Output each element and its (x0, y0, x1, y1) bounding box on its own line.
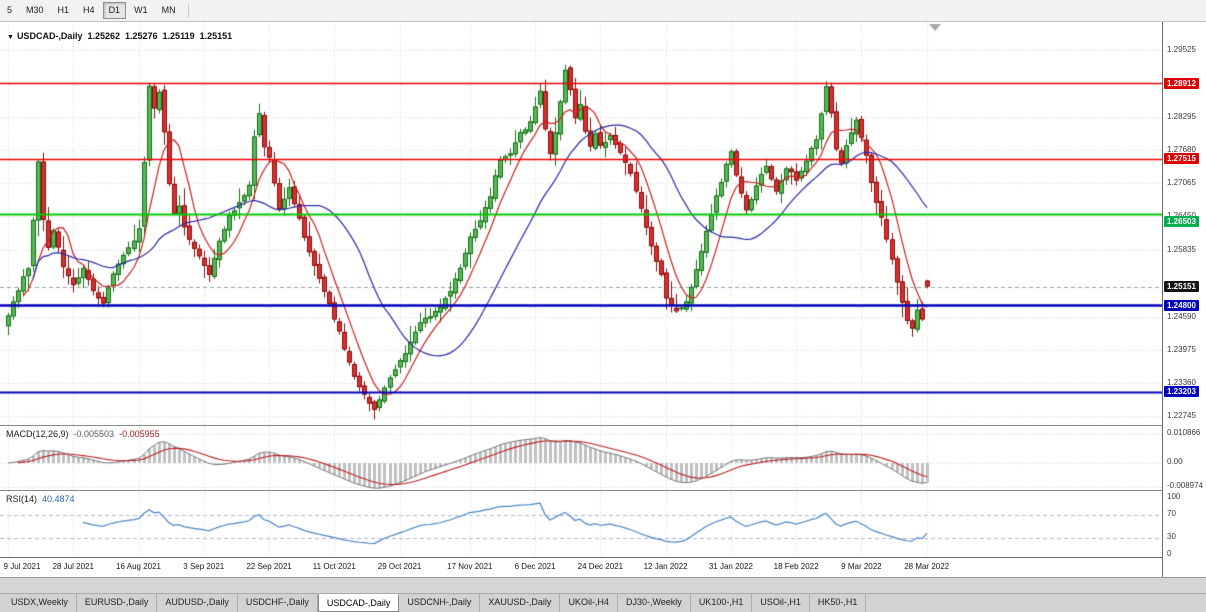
date-axis-label: 17 Nov 2021 (447, 562, 493, 571)
timeframe-toolbar: 5 M30 H1 H4 D1 W1 MN (0, 0, 1206, 22)
chart-tab-usdchf-daily[interactable]: USDCHF-,Daily (238, 594, 318, 612)
chart-tab-uk100-h1[interactable]: UK100-,H1 (691, 594, 753, 612)
date-axis-label: 9 Jul 2021 (3, 562, 41, 571)
chart-tabs: USDX,Weekly EURUSD-,Daily AUDUSD-,Daily USD… (0, 593, 1206, 612)
timeframe-button-h4[interactable]: H4 (83, 5, 95, 15)
price-axis-label: 1.27065 (1167, 178, 1196, 188)
rsi-axis-label: 100 (1167, 492, 1181, 501)
price-axis-label: 1.26450 (1167, 211, 1196, 221)
rsi-axis-label: 70 (1167, 509, 1176, 519)
chart-tab-usdcad-daily[interactable]: USDCAD-,Daily (317, 594, 400, 612)
price-axis-label: 1.27680 (1167, 144, 1196, 154)
timeframe-button-h1[interactable]: H1 (57, 5, 70, 15)
rsi-axis-label: 30 (1167, 531, 1176, 541)
rsi-axis-label: 0 (1167, 549, 1172, 558)
macd-value-main: -0.005503 (73, 429, 115, 439)
chart-symbol-header: ▼ USDCAD-,Daily 1.25262 1.25276 1.25119 1.251… (7, 31, 232, 41)
timeframe-button-m30[interactable]: M30 (26, 5, 44, 15)
macd-title: MACD(12,26,9) (6, 429, 69, 439)
macd-pane: MACD(12,26,9) -0.005503 -0.005955 (0, 425, 1162, 490)
price-axis-label: 1.22745 (1167, 411, 1196, 421)
macd-canvas[interactable] (0, 426, 1162, 490)
symbol-name: USDCAD-,Daily (16, 31, 83, 41)
date-axis-label: 6 Dec 2021 (514, 562, 556, 571)
chevron-down-icon[interactable]: ▼ (7, 34, 14, 41)
price-tag-1-26503: 1.26503 (1164, 216, 1199, 228)
date-axis-label: 12 Jan 2022 (643, 562, 688, 571)
timeframe-button-w1[interactable]: W1 (134, 5, 148, 15)
chart-tab-hk50-h1[interactable]: HK50-,H1 (810, 594, 867, 612)
price-axis[interactable]: 1.29525 1.28295 1.27680 1.27065 1.26450 1.258… (1162, 22, 1206, 577)
window-bottom-strip (0, 577, 1206, 593)
price-tag-1-23203: 1.23203 (1164, 386, 1199, 398)
ohlc-low: 1.25119 (162, 31, 195, 41)
chart-tab-usdcnh-daily[interactable]: USDCNH-,Daily (399, 594, 481, 612)
rsi-value: 40.4874 (42, 494, 75, 504)
date-axis-label: 18 Feb 2022 (773, 562, 819, 571)
chart-tab-ukoil-h4[interactable]: UKOil-,H4 (560, 594, 618, 612)
date-axis-label: 16 Aug 2021 (116, 562, 161, 571)
price-tag-1-28912: 1.28912 (1164, 77, 1199, 89)
price-axis-label: 1.28295 (1167, 111, 1196, 121)
candlestick-chart-canvas[interactable] (0, 22, 1162, 425)
macd-axis-label: 0.00 (1167, 457, 1183, 466)
price-tag-1-27515: 1.27515 (1164, 153, 1199, 165)
date-axis-label: 28 Jul 2021 (52, 562, 94, 571)
date-axis-label: 9 Mar 2022 (841, 562, 882, 571)
chart-tab-dj30-weekly[interactable]: DJ30-,Weekly (618, 594, 691, 612)
chart-tab-usoil-h1[interactable]: USOil-,H1 (752, 594, 810, 612)
price-axis-label: 1.23360 (1167, 378, 1196, 388)
ohlc-high: 1.25276 (125, 31, 158, 41)
macd-axis-label: 0.010866 (1167, 427, 1201, 437)
toolbar-separator (187, 3, 189, 18)
date-axis-label: 24 Dec 2021 (577, 562, 624, 571)
price-axis-label: 1.25835 (1167, 244, 1196, 254)
date-axis-label: 11 Oct 2021 (312, 562, 356, 571)
price-tag-1-25151: 1.25151 (1164, 281, 1199, 293)
chart-area: ▼ USDCAD-,Daily 1.25262 1.25276 1.25119 1.251… (0, 22, 1162, 577)
rsi-pane: RSI(14) 40.4874 (0, 490, 1162, 557)
timeframe-button-mn[interactable]: MN (161, 5, 176, 15)
ohlc-close: 1.25151 (199, 31, 233, 41)
date-axis-label: 22 Sep 2021 (246, 562, 292, 571)
date-axis-label: 29 Oct 2021 (377, 562, 422, 571)
rsi-title: RSI(14) (6, 494, 38, 504)
date-axis-label: 3 Sep 2021 (183, 562, 225, 571)
date-axis-label: 31 Jan 2022 (708, 562, 753, 571)
date-axis[interactable]: 9 Jul 2021 28 Jul 2021 16 Aug 2021 3 Sep 20… (0, 557, 1162, 577)
ohlc-open: 1.25262 (87, 31, 120, 41)
price-axis-label: 1.24590 (1167, 311, 1196, 321)
chart-tab-usdx-weekly[interactable]: USDX,Weekly (3, 594, 77, 612)
price-axis-label: 1.29525 (1167, 45, 1196, 55)
macd-label: MACD(12,26,9) -0.005503 -0.005955 (6, 429, 160, 439)
macd-axis-label: -0.008974 (1167, 481, 1204, 491)
macd-value-signal: -0.005955 (119, 429, 160, 439)
chart-tab-xauusd-daily[interactable]: XAUUSD-,Daily (480, 594, 561, 612)
rsi-label: RSI(14) 40.4874 (6, 494, 75, 504)
price-tag-1-24800: 1.24800 (1164, 300, 1199, 311)
timeframe-button-d1[interactable]: D1 (102, 2, 127, 19)
chart-tab-audusd-daily[interactable]: AUDUSD-,Daily (157, 594, 238, 612)
price-axis-label: 1.23975 (1167, 345, 1196, 355)
chart-tab-eurusd-daily[interactable]: EURUSD-,Daily (77, 594, 158, 612)
timeframe-button-5[interactable]: 5 (7, 5, 13, 15)
rsi-canvas[interactable] (0, 491, 1162, 557)
price-pane: ▼ USDCAD-,Daily 1.25262 1.25276 1.25119 1.251… (0, 22, 1162, 425)
date-axis-label: 28 Mar 2022 (904, 562, 950, 571)
